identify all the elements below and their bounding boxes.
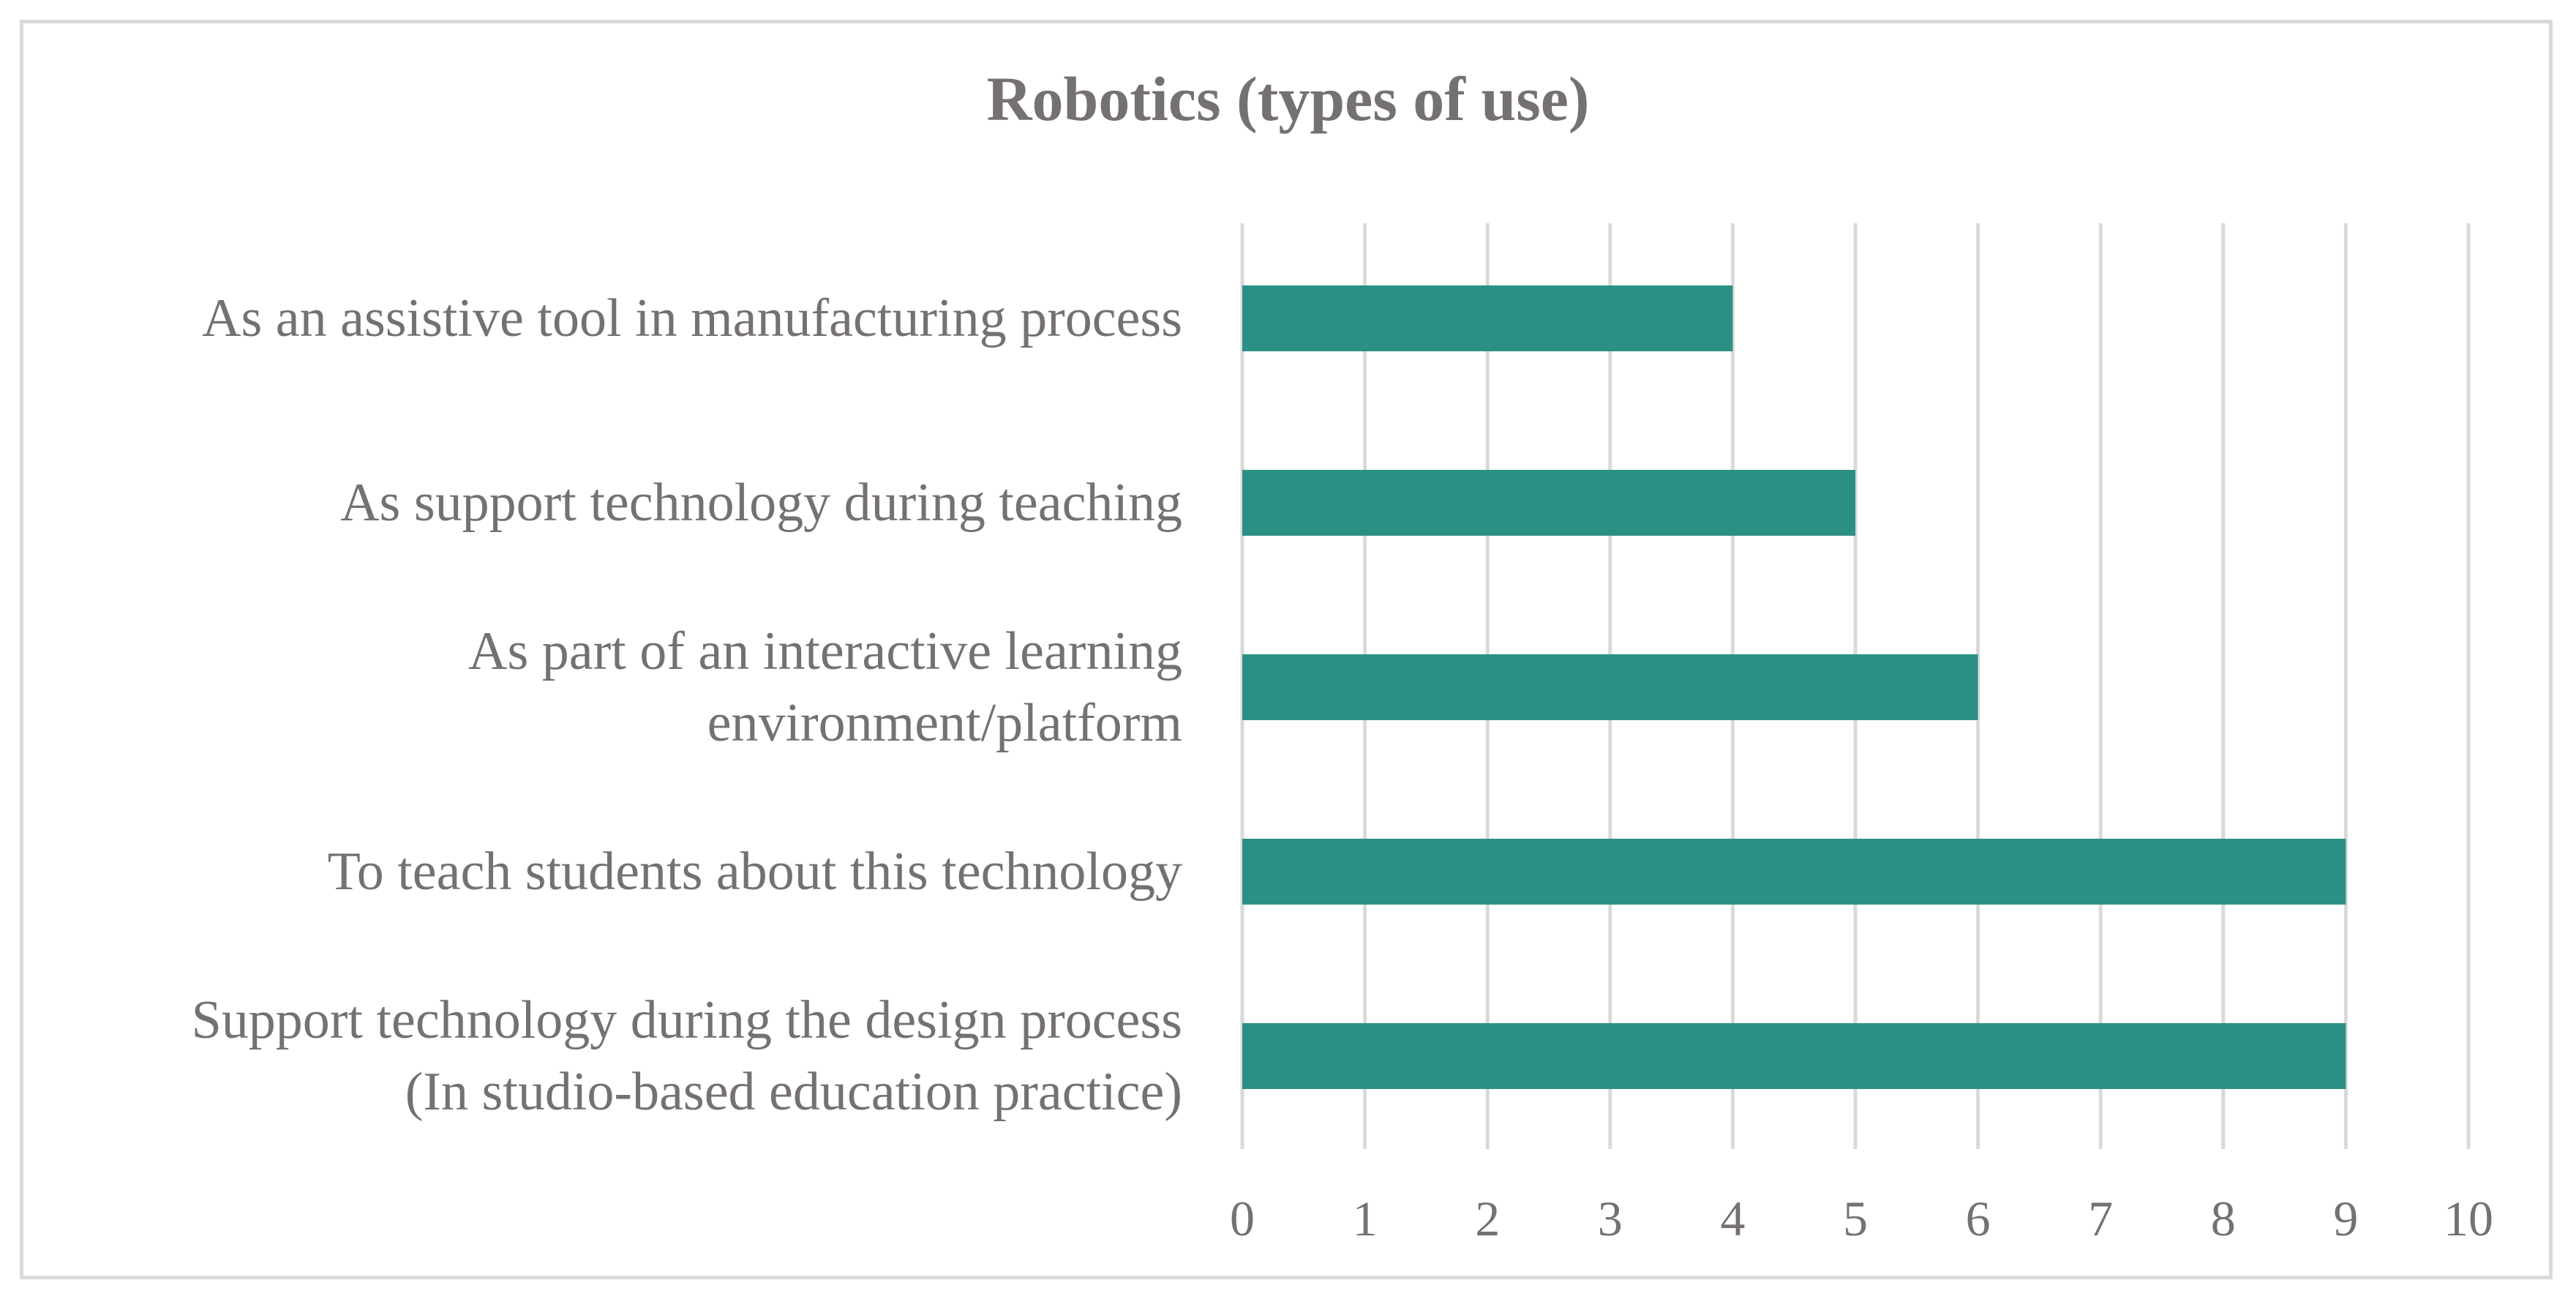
x-tick-label: 2	[1475, 1191, 1500, 1246]
category-label: To teach students about this technology	[328, 842, 1182, 902]
category-label: As support technology during teaching	[340, 473, 1182, 533]
x-tick-label: 7	[2088, 1191, 2113, 1246]
x-tick-label: 1	[1353, 1191, 1378, 1246]
category-label: (In studio-based education practice)	[405, 1062, 1182, 1122]
bar	[1242, 1023, 2346, 1089]
category-label: Support technology during the design pro…	[192, 990, 1182, 1050]
bar	[1242, 839, 2346, 905]
x-tick-label: 3	[1598, 1191, 1623, 1246]
chart-title: Robotics (types of use)	[986, 64, 1590, 134]
category-label: As an assistive tool in manufacturing pr…	[202, 288, 1182, 348]
bar	[1242, 285, 1733, 351]
bar	[1242, 470, 1855, 536]
x-tick-label: 10	[2444, 1191, 2493, 1246]
bars	[1242, 285, 2346, 1089]
x-tick-label: 4	[1720, 1191, 1745, 1246]
bar	[1242, 654, 1978, 720]
x-tick-label: 5	[1843, 1191, 1868, 1246]
x-tick-label: 9	[2333, 1191, 2358, 1246]
x-tick-label: 8	[2211, 1191, 2236, 1246]
x-tick-label: 0	[1230, 1191, 1255, 1246]
category-label: environment/platform	[707, 693, 1182, 753]
category-label: As part of an interactive learning	[468, 621, 1182, 681]
x-tick-label: 6	[1966, 1191, 1991, 1246]
x-tick-labels: 0 1 2 3 4 5 6 7 8 9 10	[1230, 1191, 2493, 1246]
category-labels: As an assistive tool in manufacturing pr…	[192, 288, 1182, 1122]
